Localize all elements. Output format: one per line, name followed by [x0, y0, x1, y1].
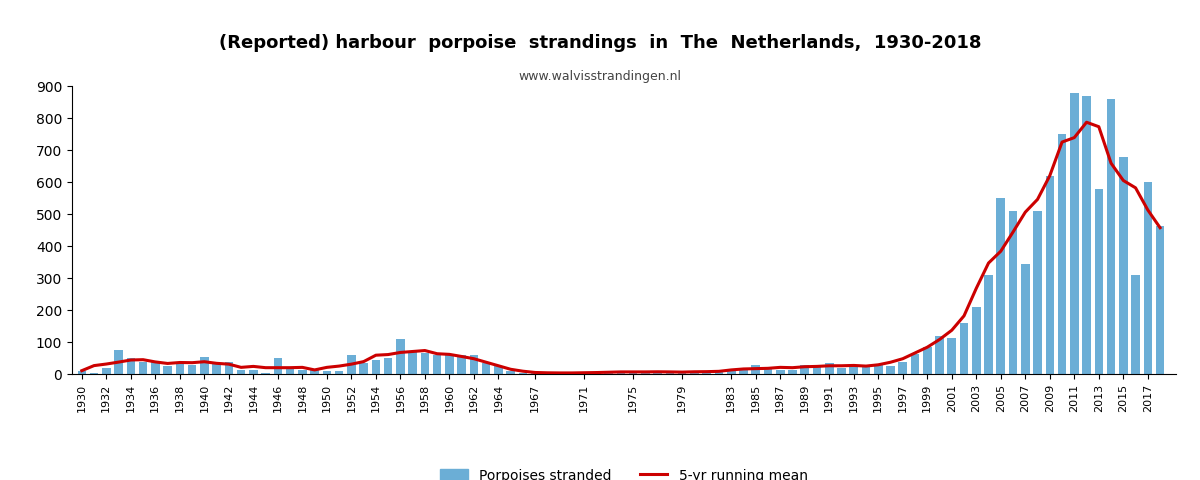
- Bar: [482, 363, 491, 374]
- Bar: [751, 365, 760, 374]
- Bar: [899, 361, 907, 374]
- Bar: [568, 373, 576, 374]
- Bar: [445, 354, 454, 374]
- Bar: [592, 373, 601, 374]
- Bar: [702, 373, 710, 374]
- Bar: [151, 362, 160, 374]
- Bar: [262, 373, 270, 374]
- Bar: [286, 368, 294, 374]
- Bar: [396, 339, 404, 374]
- Bar: [114, 350, 122, 374]
- Bar: [518, 373, 527, 374]
- Bar: [788, 370, 797, 374]
- Bar: [911, 354, 919, 374]
- Bar: [1033, 211, 1042, 374]
- Bar: [763, 368, 773, 374]
- Bar: [1156, 226, 1164, 374]
- Bar: [960, 323, 968, 374]
- Bar: [776, 370, 785, 374]
- Bar: [996, 198, 1006, 374]
- Bar: [984, 275, 992, 374]
- Bar: [420, 353, 430, 374]
- Bar: [433, 355, 442, 374]
- Bar: [1070, 93, 1079, 374]
- Legend: Porpoises stranded, 5-yr running mean: Porpoises stranded, 5-yr running mean: [434, 463, 814, 480]
- Bar: [556, 373, 564, 374]
- Bar: [1082, 96, 1091, 374]
- Bar: [1057, 134, 1067, 374]
- Bar: [666, 372, 674, 374]
- Bar: [715, 371, 724, 374]
- Bar: [812, 366, 821, 374]
- Bar: [323, 371, 331, 374]
- Bar: [1132, 275, 1140, 374]
- Bar: [506, 371, 515, 374]
- Bar: [212, 363, 221, 374]
- Bar: [1120, 157, 1128, 374]
- Bar: [1045, 176, 1054, 374]
- Bar: [78, 371, 86, 374]
- Bar: [935, 336, 944, 374]
- Bar: [224, 361, 233, 374]
- Bar: [923, 347, 931, 374]
- Bar: [311, 370, 319, 374]
- Bar: [200, 357, 209, 374]
- Bar: [617, 372, 625, 374]
- Bar: [408, 352, 416, 374]
- Bar: [580, 373, 588, 374]
- Bar: [874, 365, 882, 374]
- Bar: [384, 359, 392, 374]
- Bar: [800, 365, 809, 374]
- Bar: [654, 373, 662, 374]
- Bar: [544, 373, 552, 374]
- Bar: [605, 372, 613, 374]
- Bar: [887, 366, 895, 374]
- Bar: [139, 361, 148, 374]
- Bar: [948, 337, 956, 374]
- Bar: [250, 370, 258, 374]
- Bar: [1106, 99, 1115, 374]
- Bar: [1094, 189, 1103, 374]
- Bar: [678, 371, 686, 374]
- Bar: [187, 365, 197, 374]
- Bar: [494, 366, 503, 374]
- Bar: [102, 368, 110, 374]
- Bar: [175, 361, 184, 374]
- Bar: [347, 355, 355, 374]
- Text: www.walvisstrandingen.nl: www.walvisstrandingen.nl: [518, 70, 682, 83]
- Bar: [838, 368, 846, 374]
- Bar: [862, 365, 870, 374]
- Bar: [163, 366, 172, 374]
- Bar: [972, 307, 980, 374]
- Bar: [236, 370, 245, 374]
- Bar: [1009, 211, 1018, 374]
- Bar: [641, 372, 649, 374]
- Bar: [690, 372, 698, 374]
- Bar: [298, 370, 307, 374]
- Bar: [739, 370, 748, 374]
- Bar: [530, 373, 540, 374]
- Bar: [824, 363, 834, 374]
- Bar: [469, 355, 478, 374]
- Bar: [372, 360, 380, 374]
- Bar: [359, 363, 368, 374]
- Bar: [850, 366, 858, 374]
- Bar: [90, 373, 98, 374]
- Bar: [727, 371, 736, 374]
- Bar: [335, 371, 343, 374]
- Bar: [629, 371, 637, 374]
- Text: (Reported) harbour  porpoise  strandings  in  The  Netherlands,  1930-2018: (Reported) harbour porpoise strandings i…: [218, 34, 982, 51]
- Bar: [126, 358, 136, 374]
- Bar: [1021, 264, 1030, 374]
- Bar: [1144, 182, 1152, 374]
- Bar: [274, 359, 282, 374]
- Bar: [457, 355, 466, 374]
